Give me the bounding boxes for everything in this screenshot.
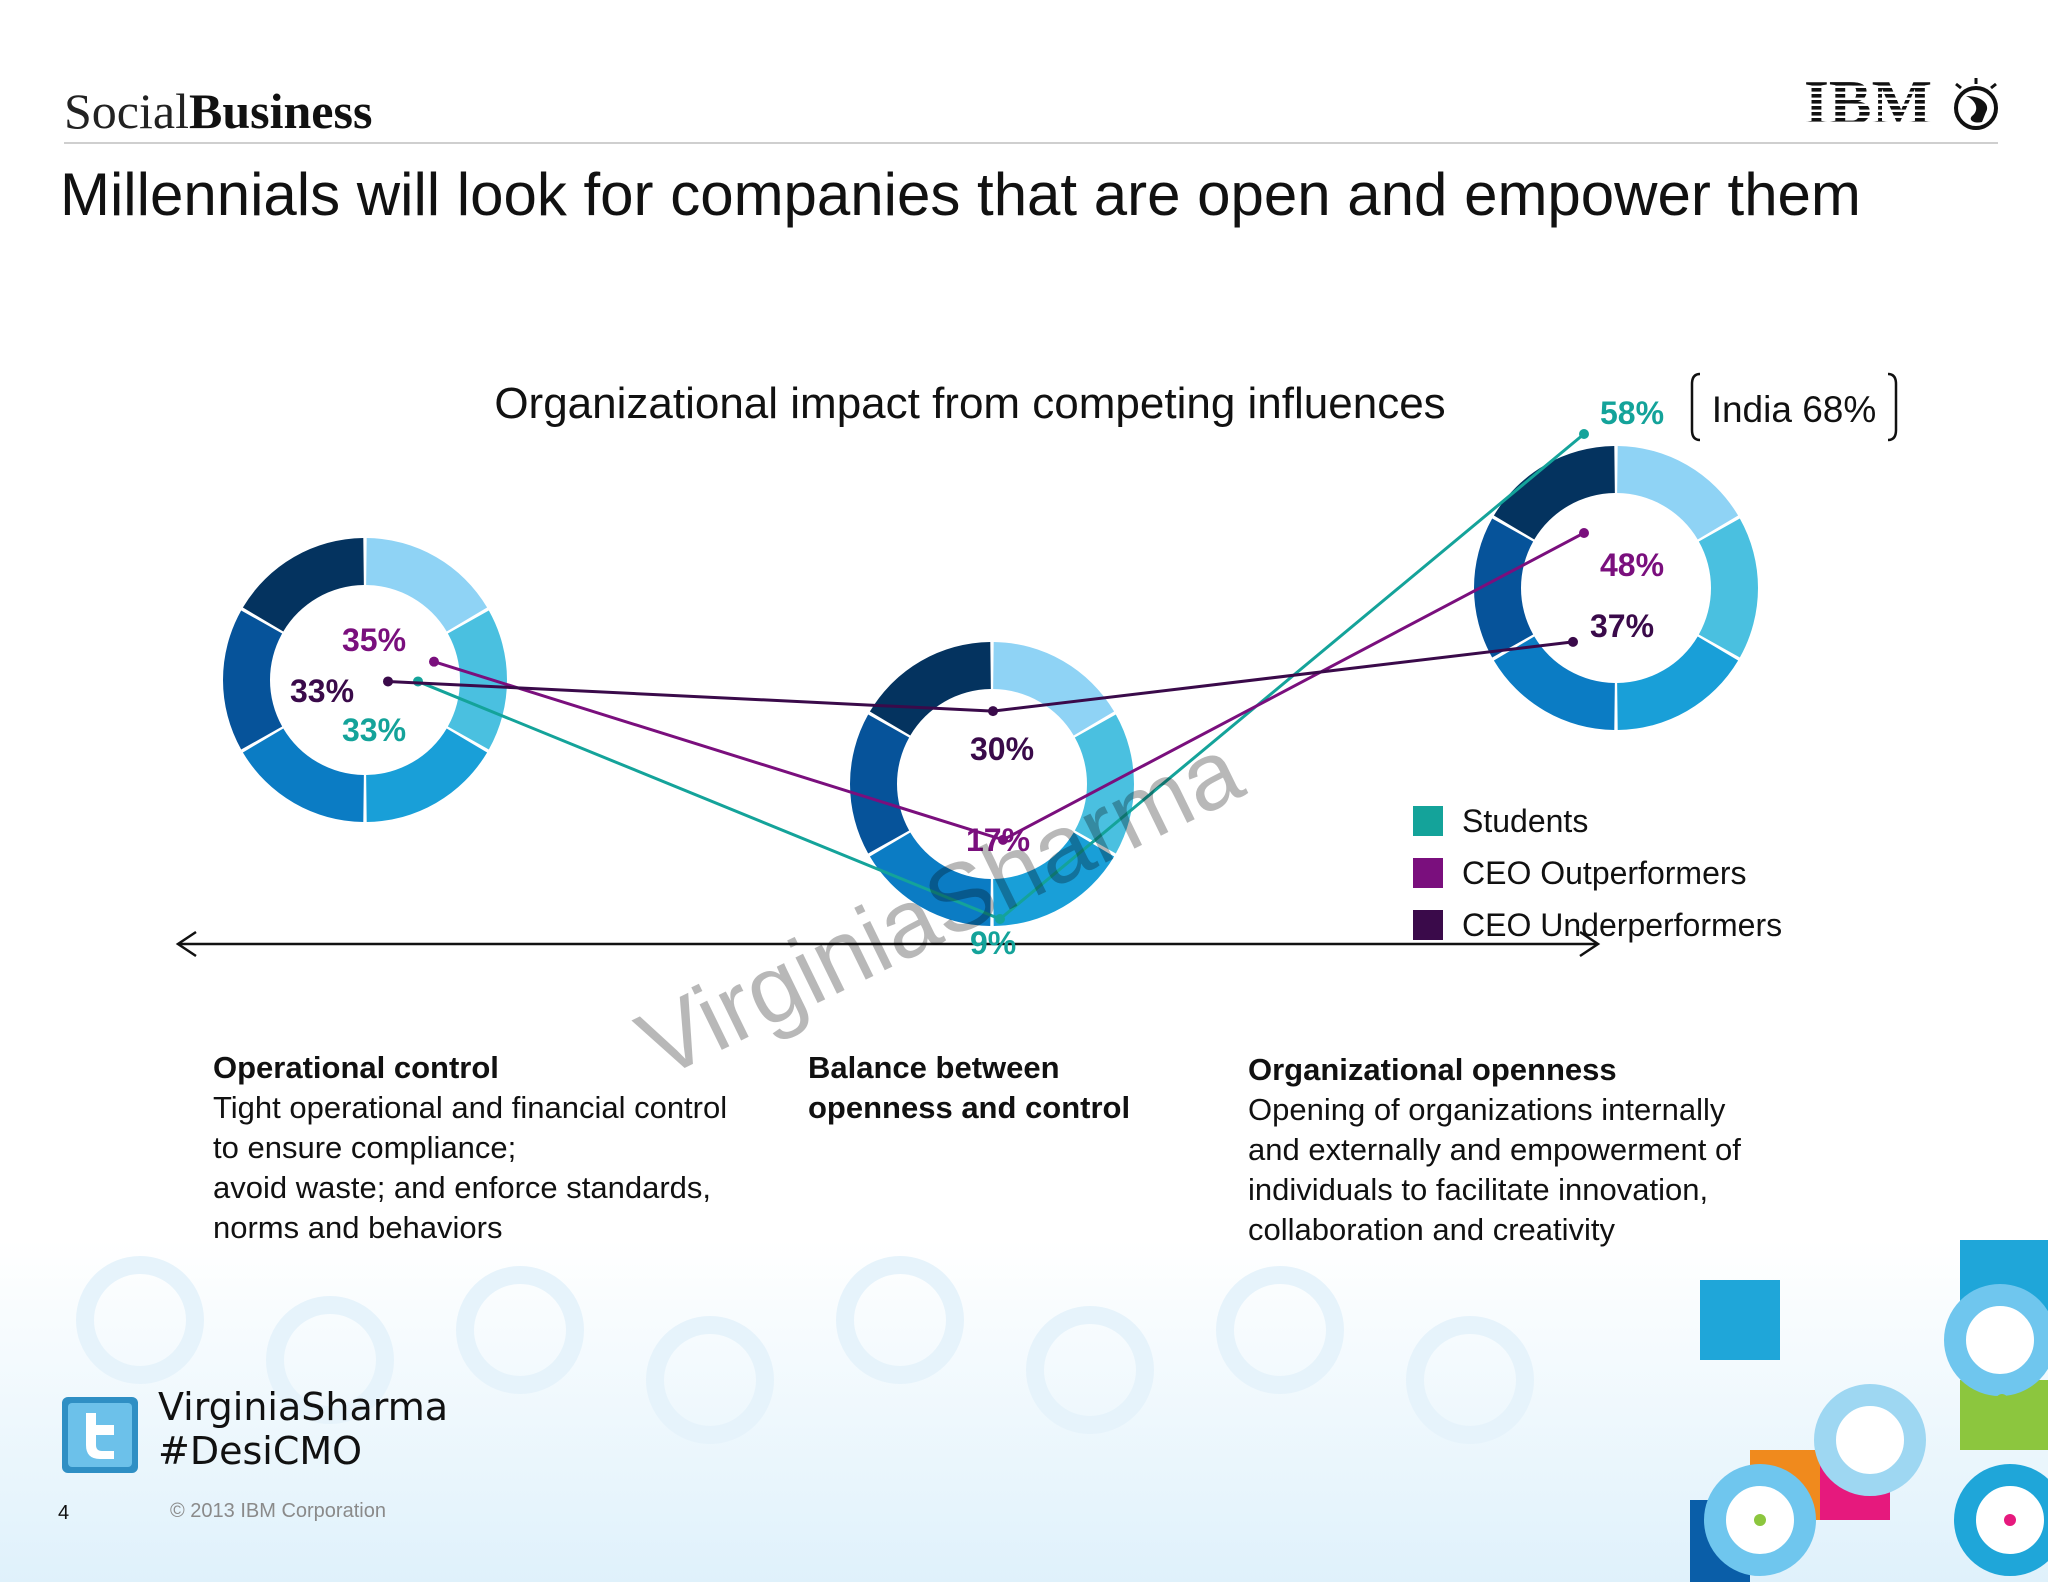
data-label: 17%: [966, 822, 1030, 858]
data-label: 33%: [342, 712, 406, 748]
donut-segment: [223, 610, 283, 750]
footer-pattern: [0, 1240, 2048, 1582]
footer-author-name: VirginiaSharma: [158, 1385, 449, 1429]
legend-swatch: [1413, 910, 1443, 940]
footer-hashtag: #DesiCMO: [158, 1429, 363, 1473]
donut-segment: [1617, 446, 1739, 540]
chart-legend: Students CEO Outperformers CEO Underperfor…: [1413, 803, 1782, 943]
donut-segment: [869, 642, 991, 736]
header-divider: [64, 142, 1998, 144]
data-point: [995, 914, 1005, 924]
page-title: Millennials will look for companies that…: [60, 161, 1861, 228]
data-label: 48%: [1600, 547, 1664, 583]
donut-segment: [447, 610, 507, 750]
description-heading: Operational control: [213, 1050, 499, 1085]
svg-text:IBM: IBM: [1804, 70, 1932, 136]
data-point: [1568, 636, 1578, 647]
donut-segment: [1474, 518, 1534, 658]
description-organizational-openness: Organizational openness Opening of organ…: [1248, 1050, 1741, 1250]
description-heading: Balance between: [808, 1050, 1060, 1085]
description-line: and externally and empowerment of: [1248, 1132, 1741, 1167]
donut-segment: [242, 728, 364, 822]
data-point: [1579, 429, 1589, 439]
description-line: Tight operational and financial control: [213, 1090, 728, 1125]
donut-segment: [993, 642, 1115, 736]
twitter-icon[interactable]: [62, 1397, 138, 1473]
donut-segment: [1493, 446, 1615, 540]
spectrum-arrow: [175, 930, 1601, 958]
india-annotation: India 68%: [1690, 372, 1898, 442]
brand-wordmark: SocialBusiness: [64, 83, 373, 139]
page-number: 4: [58, 1502, 70, 1524]
donut-segment: [1493, 636, 1615, 730]
data-point: [988, 706, 998, 717]
description-line: to ensure compliance;: [213, 1130, 517, 1165]
data-label: 35%: [342, 622, 406, 658]
description-balance: Balance between openness and control: [808, 1048, 1130, 1128]
legend-label: CEO Outperformers: [1462, 855, 1747, 891]
legend-label: CEO Underperformers: [1462, 907, 1782, 943]
description-line: individuals to facilitate innovation,: [1248, 1172, 1709, 1207]
description-line: Opening of organizations internally: [1248, 1092, 1726, 1127]
legend-swatch: [1413, 806, 1443, 836]
copyright: © 2013 IBM Corporation: [170, 1500, 386, 1522]
donut-segment: [242, 538, 364, 632]
data-point: [383, 676, 393, 687]
globe-icon: [1954, 78, 1998, 130]
data-label: 37%: [1590, 608, 1654, 644]
description-heading: openness and control: [808, 1090, 1131, 1125]
legend-label: Students: [1462, 803, 1588, 839]
data-point: [429, 656, 439, 667]
data-label: 58%: [1600, 395, 1664, 431]
series-labels: 33% 9% 58% 35% 17% 48% 33% 30% 37%: [290, 395, 1664, 961]
donut-segment: [366, 728, 488, 822]
watermark: VirginiaSharma: [622, 715, 1258, 1098]
description-operational-control: Operational control Tight operational an…: [213, 1048, 727, 1248]
description-line: collaboration and creativity: [1248, 1212, 1616, 1247]
footer-author: VirginiaSharma #DesiCMO: [158, 1385, 448, 1473]
donut-segment: [993, 832, 1115, 926]
legend-swatch: [1413, 858, 1443, 888]
data-point: [1579, 527, 1589, 538]
donut-segment: [366, 538, 488, 632]
data-label: 9%: [970, 925, 1016, 961]
india-annotation-text: India 68%: [1712, 389, 1877, 430]
series-lines: [383, 429, 1589, 924]
data-label: 30%: [970, 731, 1034, 767]
data-label: 33%: [290, 673, 354, 709]
description-line: avoid waste; and enforce standards,: [213, 1170, 712, 1205]
data-point: [998, 834, 1008, 845]
chart-title: Organizational impact from competing inf…: [494, 379, 1445, 428]
description-heading: Organizational openness: [1248, 1052, 1617, 1087]
donut-segment: [1617, 636, 1739, 730]
ibm-logo: IBM: [1804, 70, 1998, 136]
donut-segment: [1698, 518, 1758, 658]
description-line: norms and behaviors: [213, 1210, 503, 1245]
donut-rings: [223, 446, 1758, 926]
donut-segment: [850, 714, 910, 854]
